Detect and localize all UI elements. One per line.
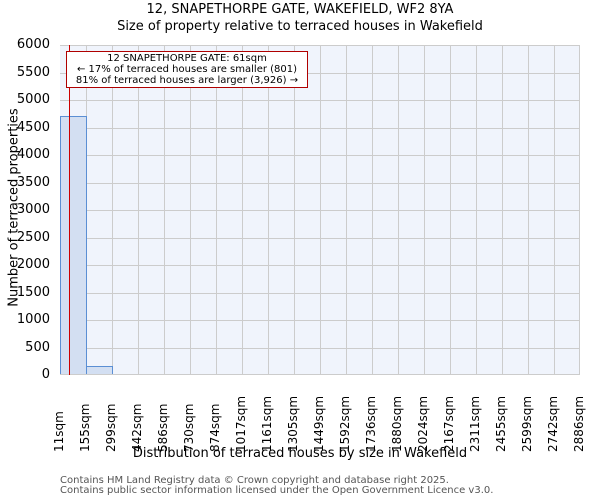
y-tick-label: 2000 (16, 257, 50, 272)
x-tick-label: 586sqm (156, 403, 170, 452)
x-tick-label: 1736sqm (364, 395, 378, 452)
x-tick-label: 299sqm (104, 403, 118, 452)
annotation-line-3: 81% of terraced houses are larger (3,926… (75, 75, 299, 86)
x-tick-label: 442sqm (130, 403, 144, 452)
x-tick-label: 155sqm (78, 403, 92, 452)
histogram-bar (60, 115, 87, 374)
y-tick-label: 1000 (16, 312, 50, 327)
x-tick-label: 2024sqm (416, 395, 430, 452)
x-tick-label: 2167sqm (442, 395, 456, 452)
x-tick-label: 1880sqm (390, 395, 404, 452)
y-tick-label: 2500 (16, 229, 50, 245)
y-tick-label: 4000 (16, 147, 50, 162)
x-axis-label: Distribution of terraced houses by size … (132, 446, 468, 461)
annotation-line-2: ← 17% of terraced houses are smaller (80… (76, 64, 298, 75)
v-gridline (424, 45, 425, 375)
v-gridline (450, 45, 451, 375)
y-tick-label: 4500 (16, 119, 50, 135)
x-tick-label: 1449sqm (312, 395, 326, 452)
x-tick-label: 11sqm (52, 411, 66, 452)
v-gridline (372, 45, 373, 375)
v-gridline (528, 45, 529, 375)
y-tick-label: 5500 (16, 64, 50, 80)
x-tick-label: 1017sqm (234, 395, 248, 452)
v-gridline (268, 45, 269, 375)
y-tick-label: 0 (41, 367, 50, 382)
v-gridline (112, 45, 113, 375)
y-tick-label: 3500 (16, 174, 50, 190)
v-gridline (190, 45, 191, 375)
x-tick-label: 874sqm (208, 403, 222, 452)
x-tick-label: 2311sqm (468, 395, 482, 452)
x-tick-label: 1161sqm (260, 395, 274, 452)
v-gridline (242, 45, 243, 375)
v-gridline (554, 45, 555, 375)
v-gridline (346, 45, 347, 375)
v-gridline (164, 45, 165, 375)
y-tick-label: 5000 (16, 92, 50, 107)
x-tick-label: 730sqm (182, 403, 196, 452)
v-gridline (320, 45, 321, 375)
v-gridline (138, 45, 139, 375)
x-tick-label: 2886sqm (572, 395, 586, 452)
x-tick-label: 1305sqm (286, 395, 300, 452)
annotation-line-1: 12 SNAPETHORPE GATE: 61sqm (107, 53, 267, 64)
v-gridline (294, 45, 295, 375)
y-tick-label: 500 (25, 339, 50, 355)
v-gridline (476, 45, 477, 375)
footer-licence: Contains public sector information licen… (60, 485, 494, 496)
y-tick-label: 1500 (16, 284, 50, 300)
property-annotation-box: 12 SNAPETHORPE GATE: 61sqm ← 17% of terr… (66, 51, 308, 88)
v-gridline (398, 45, 399, 375)
y-tick-label: 6000 (16, 37, 50, 52)
chart-title: 12, SNAPETHORPE GATE, WAKEFIELD, WF2 8YA (146, 2, 454, 17)
property-marker-line (69, 45, 71, 375)
x-tick-label: 1592sqm (338, 395, 352, 452)
v-gridline (502, 45, 503, 375)
x-tick-label: 2599sqm (520, 395, 534, 452)
chart-subtitle: Size of property relative to terraced ho… (117, 19, 483, 34)
footer-copyright: Contains HM Land Registry data © Crown c… (60, 475, 449, 486)
plot-area (60, 45, 580, 375)
y-tick-label: 3000 (16, 202, 50, 217)
histogram-bar (86, 366, 113, 374)
v-gridline (216, 45, 217, 375)
x-tick-label: 2742sqm (546, 395, 560, 452)
x-tick-label: 2455sqm (494, 395, 508, 452)
